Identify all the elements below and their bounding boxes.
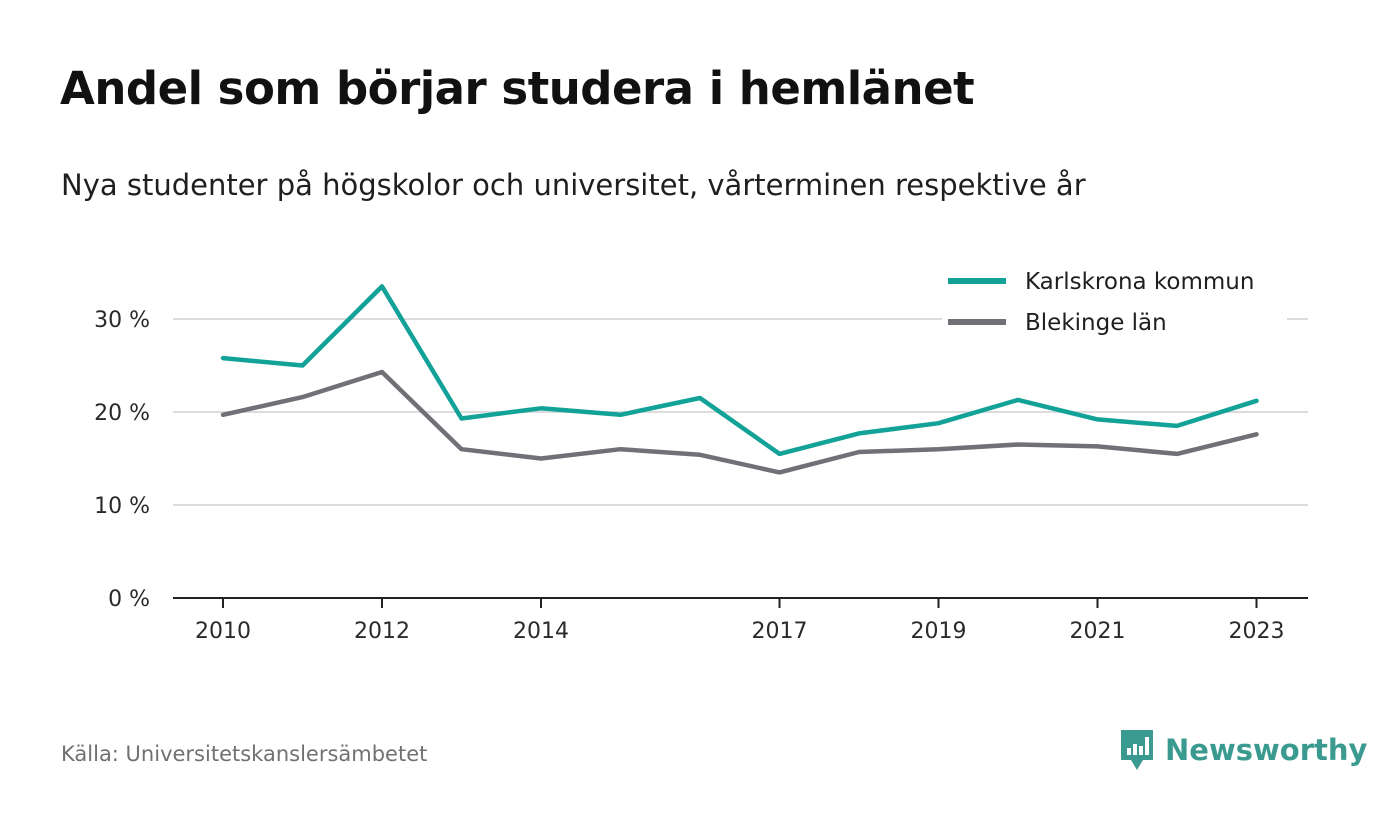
x-tick-label: 2017	[752, 619, 808, 644]
y-tick-label: 30 %	[94, 308, 150, 333]
series-line-karlskrona-kommun	[220, 284, 1259, 457]
chart-title: Andel som börjar studera i hemlänet	[60, 62, 975, 115]
series-lines	[220, 284, 1259, 475]
legend: Karlskrona kommun Blekinge län	[942, 267, 1287, 338]
legend-label: Blekinge län	[1025, 310, 1167, 336]
gridlines	[173, 318, 1308, 506]
x-tick-label: 2012	[354, 619, 410, 644]
x-tick-label: 2014	[513, 619, 569, 644]
brand-name: Newsworthy	[1165, 733, 1368, 767]
y-tick-label: 0 %	[108, 587, 150, 612]
x-axis: 2010 2012 2014 2017 2019 2021 2023	[173, 597, 1308, 644]
x-tick-label: 2023	[1229, 619, 1285, 644]
newsworthy-logo-icon	[1121, 730, 1153, 770]
series-line-blekinge-lan	[220, 369, 1259, 475]
brand-logo-lockup: Newsworthy	[1119, 728, 1367, 772]
y-tick-label: 10 %	[94, 494, 150, 519]
x-tick-label: 2021	[1070, 619, 1126, 644]
legend-label: Karlskrona kommun	[1025, 269, 1254, 295]
y-tick-label: 20 %	[94, 401, 150, 426]
y-axis-tick-labels: 0 % 10 % 20 % 30 %	[94, 308, 150, 612]
x-tick-label: 2019	[911, 619, 967, 644]
source-note: Källa: Universitetskanslersämbetet	[61, 742, 428, 766]
chart-subtitle: Nya studenter på högskolor och universit…	[61, 168, 1086, 202]
x-tick-label: 2010	[195, 619, 251, 644]
